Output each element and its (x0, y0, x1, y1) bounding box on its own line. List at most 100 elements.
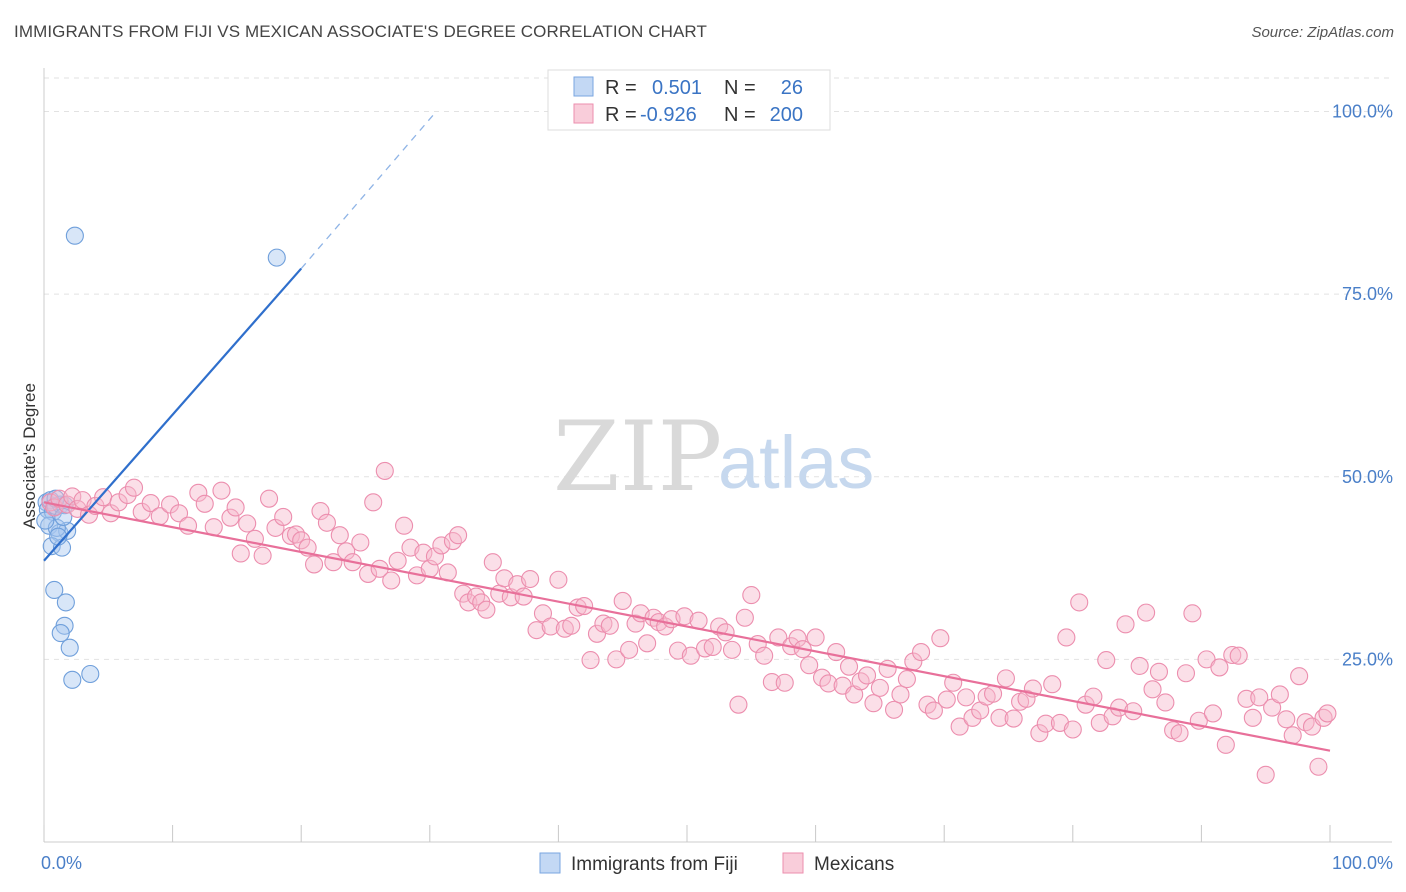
mexicans-point-12 (118, 485, 137, 505)
mexicans-point-166 (1137, 603, 1156, 622)
legend-swatch-mexicans (573, 103, 594, 124)
mexicans-point-165 (1130, 656, 1149, 676)
legend-r-label: R = (605, 77, 637, 99)
mexicans-point-65 (477, 600, 496, 619)
mexicans-point-66 (483, 553, 502, 572)
mexicans-point-108 (755, 646, 774, 665)
mexicans-point-32 (274, 507, 293, 526)
mexicans-point-105 (735, 608, 754, 627)
fiji-series (36, 226, 286, 689)
mexicans-point-152 (1043, 675, 1062, 694)
mexicans-point-182 (1243, 708, 1262, 727)
mexicans-point-26 (231, 544, 250, 563)
mexicans-point-154 (1057, 628, 1076, 647)
mexicans-point-163 (1116, 615, 1135, 634)
mexicans-point-118 (819, 674, 838, 693)
mexicans-point-82 (587, 624, 607, 643)
y-tick-label-1: 50.0% (1342, 467, 1393, 487)
mexicans-point-116 (806, 628, 825, 647)
bottom-legend-swatch-fiji (539, 852, 561, 874)
legend-r-value: -0.926 (640, 104, 697, 126)
mexicans-point-60 (449, 526, 468, 545)
mexicans-point-122 (845, 685, 864, 704)
axes (43, 68, 1392, 843)
bottom-legend-label-fiji: Immigrants from Fiji (571, 854, 738, 875)
watermark: ZIP atlas (553, 401, 874, 513)
mexicans-point-39 (317, 513, 336, 532)
mexicans-point-176 (1203, 704, 1223, 723)
watermark-atlas: atlas (718, 421, 874, 504)
mexicans-point-109 (762, 672, 781, 692)
mexicans-point-85 (607, 650, 626, 669)
mexicans-point-115 (800, 656, 819, 675)
mexicans-point-139 (957, 688, 976, 707)
watermark-zip: ZIP (553, 401, 722, 513)
y-tick-labels: 25.0% 50.0% 75.0% 100.0% (1332, 102, 1393, 670)
bottom-legend-swatch-mexicans (782, 852, 804, 874)
mexicans-point-113 (788, 629, 807, 648)
mexicans-point-194 (1318, 704, 1337, 723)
mexicans-point-136 (937, 690, 956, 709)
mexicans-point-50 (388, 551, 407, 570)
mexicans-point-158 (1084, 687, 1103, 706)
fiji-trend-line (43, 267, 303, 562)
y-axis-label: Associate's Degree (20, 383, 39, 529)
mexicans-point-179 (1223, 645, 1242, 665)
legend-n-value: 26 (781, 77, 803, 99)
mexicans-point-124 (857, 666, 877, 685)
mexicans-point-184 (1256, 765, 1275, 784)
mexicans-point-75 (541, 617, 560, 636)
mexicans-point-138 (950, 717, 969, 736)
mexicans-point-119 (827, 643, 846, 662)
mexicans-point-86 (613, 591, 632, 610)
mexicans-point-25 (226, 498, 245, 517)
legend-swatch-fiji (573, 76, 594, 97)
mexicans-point-15 (141, 494, 160, 513)
x-tick-label-0: 0.0% (41, 853, 82, 873)
legend-box (547, 69, 831, 131)
mexicans-point-183 (1250, 688, 1269, 707)
fiji-point-22 (36, 511, 55, 530)
mexicans-point-192 (1309, 757, 1328, 776)
bottom-legend: Immigrants from Fiji Mexicans (539, 852, 894, 875)
y-tick-label-0: 25.0% (1342, 649, 1393, 669)
mexicans-point-20 (189, 483, 208, 502)
mexicans-point-125 (864, 694, 883, 713)
mexicans-point-29 (253, 546, 272, 565)
mexicans-point-148 (1017, 689, 1036, 708)
mexicans-point-144 (990, 708, 1009, 727)
mexicans-point-173 (1183, 604, 1202, 623)
mexicans-point-38 (311, 502, 330, 521)
mexicans-point-99 (695, 639, 715, 658)
mexicans-point-129 (891, 685, 910, 704)
mexicans-point-51 (395, 516, 414, 535)
mexicans-point-111 (775, 673, 794, 692)
mexicans-point-181 (1237, 689, 1256, 708)
mexicans-point-106 (742, 586, 761, 605)
fiji-point-20 (63, 670, 82, 689)
mexicans-point-151 (1036, 714, 1055, 733)
mexicans-point-84 (600, 616, 619, 635)
legend-n-label: N = (724, 77, 756, 99)
fiji-point-19 (60, 638, 79, 657)
mexicans-point-175 (1197, 650, 1216, 669)
mexicans-point-127 (878, 659, 897, 678)
mexicans-point-81 (581, 651, 600, 670)
mexicans-point-30 (259, 489, 279, 508)
mexicans-point-171 (1170, 724, 1189, 743)
mexicans-point-128 (884, 700, 904, 719)
mexicans-point-27 (238, 514, 257, 533)
mexicans-point-37 (305, 555, 324, 574)
fiji-point-15 (45, 580, 64, 600)
mexicans-point-34 (287, 525, 306, 544)
mexicans-point-59 (443, 531, 462, 551)
legend-r-label: R = (605, 104, 637, 126)
fiji-point-1 (267, 248, 286, 267)
mexicans-point-11 (109, 493, 128, 512)
mexicans-point-135 (931, 629, 950, 648)
trend-lines (43, 111, 1331, 752)
mexicans-point-121 (839, 657, 859, 676)
mexicans-point-150 (1030, 724, 1049, 743)
mexicans-point-167 (1143, 680, 1162, 699)
mexicans-point-48 (375, 461, 394, 480)
